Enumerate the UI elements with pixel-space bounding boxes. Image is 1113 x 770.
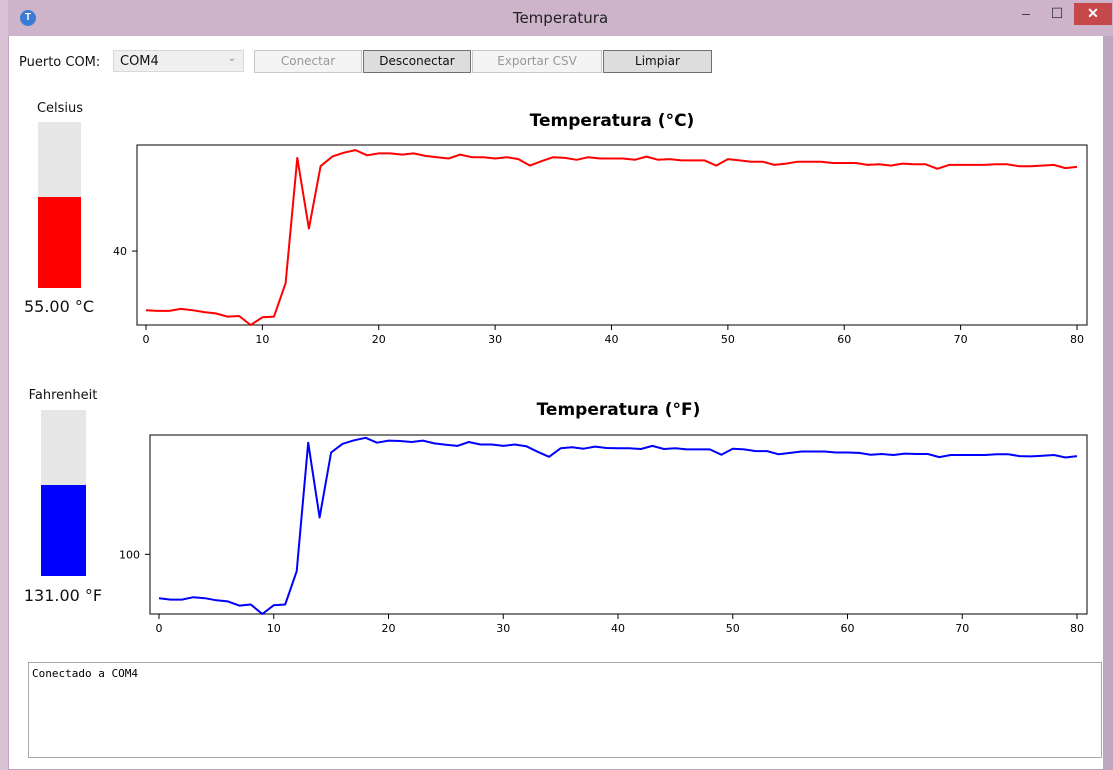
disconnect-button[interactable]: Desconectar (363, 50, 471, 73)
fahrenheit-chart-x-tick-label: 20 (382, 622, 396, 635)
port-label: Puerto COM: (19, 55, 101, 70)
app-icon: T (20, 10, 36, 26)
fahrenheit-chart-x-tick-label: 0 (156, 622, 163, 635)
title-bar[interactable]: T Temperatura – ☐ ✕ (8, 0, 1113, 36)
fahrenheit-chart-x-tick-label: 40 (611, 622, 625, 635)
port-selected-value: COM4 (120, 54, 159, 69)
fahrenheit-chart-series-line (158, 436, 1078, 615)
celsius-chart-x-tick-label: 50 (721, 333, 735, 346)
fahrenheit-chart-y-tick-label: 100 (119, 548, 140, 561)
clear-button[interactable]: Limpiar (603, 50, 712, 73)
maximize-button[interactable]: ☐ (1050, 5, 1064, 21)
celsius-chart-title: Temperatura (°C) (529, 111, 695, 131)
fahrenheit-chart-x-tick-label: 30 (496, 622, 510, 635)
celsius-label: Celsius (36, 101, 84, 116)
celsius-chart-series-line (145, 149, 1078, 326)
celsius-chart-x-tick-label: 20 (372, 333, 386, 346)
celsius-chart-x-tick-label: 40 (605, 333, 619, 346)
celsius-chart-x-tick-label: 60 (837, 333, 851, 346)
fahrenheit-gauge-fill (41, 484, 86, 576)
celsius-chart-x-tick-label: 70 (954, 333, 968, 346)
celsius-chart-y-tick-label: 40 (113, 245, 127, 258)
fahrenheit-chart-x-tick-label: 50 (726, 622, 740, 635)
export-csv-button[interactable]: Exportar CSV (472, 50, 602, 73)
log-textbox[interactable]: Conectado a COM4 (28, 662, 1102, 758)
minimize-button[interactable]: – (1022, 5, 1030, 21)
celsius-chart-x-tick-label: 80 (1070, 333, 1084, 346)
fahrenheit-chart-x-tick-label: 60 (841, 622, 855, 635)
fahrenheit-chart-x-tick-label: 10 (267, 622, 281, 635)
celsius-gauge-fill (38, 196, 81, 288)
celsius-gauge (38, 122, 81, 288)
fahrenheit-chart-x-tick-label: 70 (955, 622, 969, 635)
fahrenheit-chart-x-tick-label: 80 (1070, 622, 1084, 635)
close-button[interactable]: ✕ (1074, 3, 1112, 25)
fahrenheit-label: Fahrenheit (28, 388, 98, 403)
chevron-down-icon: ⌄ (227, 53, 236, 64)
celsius-chart-x-tick-label: 30 (488, 333, 502, 346)
fahrenheit-chart-title: Temperatura (°F) (536, 400, 701, 420)
celsius-readout: 55.00 °C (23, 297, 95, 316)
fahrenheit-gauge (41, 410, 86, 576)
connect-button[interactable]: Conectar (254, 50, 362, 73)
fahrenheit-readout: 131.00 °F (23, 586, 103, 605)
celsius-chart-x-tick-label: 0 (143, 333, 150, 346)
port-combobox[interactable]: COM4 ⌄ (113, 50, 244, 72)
window-title: Temperatura (512, 9, 609, 27)
celsius-chart-x-tick-label: 10 (255, 333, 269, 346)
